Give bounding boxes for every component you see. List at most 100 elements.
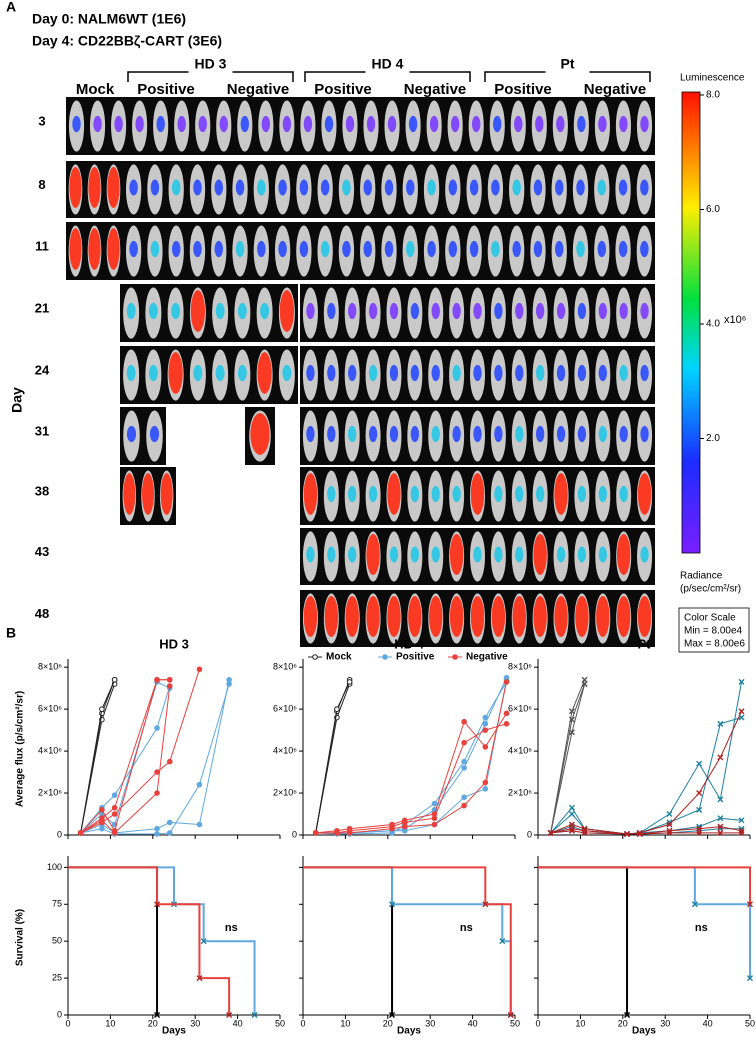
signal-blob (387, 473, 401, 515)
signal-blob (450, 115, 460, 133)
group-bracket (127, 71, 294, 82)
signal-blob (640, 302, 649, 320)
marker-stroke (581, 680, 588, 687)
y-tick-label: 8×10⁶ (508, 662, 532, 672)
flux-point (99, 825, 105, 832)
signal-blob (640, 364, 649, 382)
signal-blob (577, 364, 587, 382)
signal-blob (324, 115, 334, 133)
signal-blob (168, 352, 183, 394)
signal-blob (348, 546, 357, 563)
flux-point (738, 829, 745, 836)
signal-blob (554, 595, 568, 638)
flux-line (80, 683, 116, 833)
flux-point (717, 796, 724, 803)
flux-point (111, 676, 118, 683)
group-bracket (304, 71, 471, 82)
marker-stroke (389, 1012, 396, 1018)
survival-event (482, 901, 489, 908)
signal-blob (240, 115, 250, 133)
signal-blob (342, 179, 351, 196)
colorbar-tick-label: 2.0 (706, 433, 720, 444)
flux-line (80, 679, 116, 833)
flux-point (696, 760, 703, 767)
marker-stroke (251, 1012, 258, 1018)
day-label: 48 (35, 606, 49, 621)
signal-blob (640, 179, 649, 196)
flux-point (482, 727, 489, 733)
marker-stroke (636, 829, 643, 836)
marker-stroke (747, 975, 753, 982)
signal-blob (88, 228, 101, 270)
flux-point (482, 744, 489, 750)
flux-point (389, 825, 395, 832)
flux-line (315, 683, 351, 833)
signal-blob (215, 302, 225, 320)
signal-blob (123, 473, 136, 515)
signal-blob (449, 533, 464, 576)
marker-stroke (581, 829, 588, 836)
signal-blob (327, 485, 336, 503)
signal-blob (598, 364, 607, 382)
marker-stroke (568, 827, 575, 834)
signal-blob (619, 115, 628, 133)
flux-point (111, 830, 118, 836)
signal-blob (598, 485, 607, 503)
y-tick-label: 8×10⁶ (38, 662, 62, 672)
survival-event (226, 1012, 233, 1018)
signal-blob (576, 179, 585, 196)
day-label: 11 (35, 238, 49, 253)
signal-blob (512, 595, 526, 638)
signal-blob (577, 425, 587, 443)
flux-line (315, 713, 507, 834)
flux-point (568, 729, 575, 736)
signal-blob (473, 546, 482, 563)
marker-stroke (154, 1012, 161, 1018)
marker-stroke (666, 819, 673, 826)
signal-blob (637, 473, 652, 515)
flux-point (738, 817, 745, 824)
signal-blob (452, 364, 461, 382)
survival-curve (538, 866, 629, 1015)
marker-stroke (696, 760, 703, 767)
flux-point (696, 790, 703, 797)
x-tick-label: 10 (575, 1018, 585, 1028)
colorbar-title: Luminescence (680, 73, 745, 84)
signal-blob (491, 595, 506, 638)
signal-blob (384, 179, 394, 196)
x-axis-label: Days (397, 1026, 421, 1037)
flux-point (717, 823, 724, 830)
signal-blob (640, 115, 649, 133)
signal-blob (345, 115, 355, 133)
signal-blob (193, 179, 202, 196)
x-axis-label: Days (162, 1026, 186, 1037)
y-tick-label: 75 (52, 899, 62, 909)
signal-blob (452, 425, 461, 443)
signal-blob (514, 115, 523, 133)
marker-stroke (717, 815, 724, 822)
arm-label: Negative (227, 81, 290, 98)
legend-label: Negative (466, 652, 508, 663)
flux-point (581, 829, 588, 836)
legend-label: Mock (326, 652, 352, 663)
signal-blob (452, 302, 461, 320)
signal-blob (327, 364, 336, 382)
signal-blob (533, 533, 547, 576)
y-tick-label: 2×10⁶ (273, 787, 297, 797)
signal-blob (410, 425, 420, 443)
signal-blob (469, 240, 479, 258)
signal-blob (493, 115, 502, 133)
signal-blob (156, 115, 165, 133)
signal-blob (129, 179, 138, 196)
y-tick-label: 25 (52, 972, 62, 982)
flux-point (461, 718, 467, 725)
signal-blob (406, 179, 415, 196)
signal-blob (237, 364, 247, 382)
signal-blob (306, 364, 315, 382)
marker-stroke (200, 938, 207, 945)
legend-marker (382, 654, 388, 660)
signal-blob (303, 115, 313, 133)
signal-blob (577, 302, 587, 320)
